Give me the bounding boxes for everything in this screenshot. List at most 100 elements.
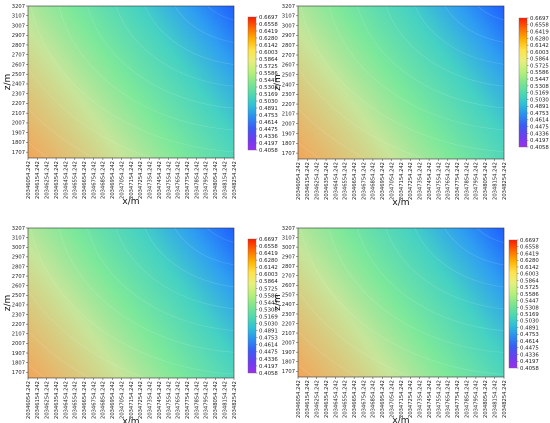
x-tick-label: 20347654.242	[176, 381, 182, 419]
y-tick-label: 3007	[12, 245, 25, 251]
x-tick-label: 20347954.242	[204, 161, 210, 199]
x-tick-label: 20346954.242	[110, 161, 116, 199]
y-tick-label: 2107	[282, 112, 295, 118]
y-tick-label: 1707	[12, 370, 25, 376]
x-tick-label: 20348154.242	[222, 381, 228, 419]
y-tick-label: 3207	[12, 226, 25, 232]
y-tick-label: 2807	[12, 264, 25, 270]
x-axis-label: x/m	[392, 416, 409, 423]
y-tick-label: 3007	[282, 23, 295, 29]
y-tick-label: 2807	[282, 264, 295, 270]
x-tick-label: 20347454.242	[157, 381, 163, 419]
x-axis-label: x/m	[122, 417, 139, 423]
x-tick-label: 20347554.242	[166, 161, 172, 199]
y-tick-label: 1807	[282, 141, 295, 147]
x-tick-label: 20347554.242	[436, 380, 442, 418]
y-tick-label: 3107	[282, 235, 295, 241]
colorbar	[518, 17, 528, 148]
x-tick-label: 20346154.242	[305, 162, 311, 200]
x-tick-label: 20346754.242	[361, 380, 367, 418]
x-tick-label: 20346054.242	[296, 380, 302, 418]
y-tick-label: 1907	[282, 350, 295, 356]
y-tick-label: 2907	[12, 33, 25, 39]
y-tick-label: 3007	[12, 23, 25, 29]
colorbar-tick-label: 0.4058	[520, 366, 539, 372]
colorbar-tick-label: 0.6003	[259, 272, 278, 278]
colorbar-tick-label: 0.5030	[259, 322, 278, 328]
colorbar-tick-label: 0.4058	[530, 145, 549, 151]
colorbar-tick-label: 0.5030	[520, 319, 539, 325]
y-tick-label: 2207	[282, 321, 295, 327]
colorbar-tick-label: 0.5447	[530, 77, 549, 83]
y-tick-label: 1907	[12, 351, 25, 357]
x-tick-label: 20347154.242	[399, 380, 405, 418]
colorbar-tick-label: 0.4475	[520, 346, 539, 352]
x-tick-label: 20347654.242	[446, 380, 452, 418]
x-tick-label: 20346754.242	[91, 381, 97, 419]
colorbar	[247, 16, 257, 151]
colorbar-tick-label: 0.5447	[520, 299, 539, 305]
x-tick-label: 20346854.242	[371, 380, 377, 418]
x-tick-label: 20347554.242	[436, 162, 442, 200]
colorbar-tick-label: 0.4336	[530, 131, 549, 137]
y-tick-label: 3207	[12, 4, 25, 10]
x-tick-label: 20346354.242	[324, 162, 330, 200]
y-tick-label: 2107	[12, 332, 25, 338]
x-tick-label: 20346054.242	[26, 161, 32, 199]
y-tick-label: 2207	[12, 322, 25, 328]
x-tick-label: 20346854.242	[371, 162, 377, 200]
heatmap-panel-1: 1707 1807 1907 2007 2107 2207 2307 2407 2507 2607…	[3, 4, 278, 207]
x-tick-label: 20348054.242	[213, 161, 219, 199]
colorbar-tick-label: 0.5308	[259, 85, 278, 91]
colorbar-tick-label: 0.4336	[259, 357, 278, 363]
colorbar-tick-label: 0.5586	[530, 70, 549, 76]
x-tick-label: 20347054.242	[389, 380, 395, 418]
y-tick-label: 3007	[282, 245, 295, 251]
colorbar-tick-label: 0.4614	[259, 343, 278, 349]
colorbar-tick-label: 0.4753	[259, 336, 278, 342]
x-tick-label: 20348154.242	[222, 161, 228, 199]
x-tick-label: 20346254.242	[45, 381, 51, 419]
x-tick-label: 20347154.242	[129, 381, 135, 419]
y-tick-label: 2607	[282, 63, 295, 69]
colorbar-tick-label: 0.5864	[530, 57, 549, 63]
y-axis-label: z/m	[3, 74, 13, 91]
colorbar-tick-label: 0.6142	[530, 43, 549, 49]
x-tick-label: 20346754.242	[91, 161, 97, 199]
x-tick-label: 20346654.242	[352, 162, 358, 200]
x-tick-label: 20347454.242	[157, 161, 163, 199]
colorbar-tick-label: 0.5030	[259, 99, 278, 105]
x-tick-label: 20347054.242	[389, 162, 395, 200]
colorbar-tick-label: 0.5864	[520, 278, 539, 284]
x-tick-label: 20346454.242	[333, 380, 339, 418]
colorbar-tick-label: 0.6697	[520, 238, 539, 244]
colorbar-tick-label: 0.5308	[259, 307, 278, 313]
colorbar-tick-label: 0.4336	[259, 134, 278, 140]
x-tick-label: 20347854.242	[464, 380, 470, 418]
colorbar-tick-label: 0.4475	[259, 127, 278, 133]
y-tick-label: 2407	[282, 302, 295, 308]
y-tick-label: 2407	[12, 303, 25, 309]
y-tick-label: 2807	[12, 43, 25, 49]
x-tick-label: 20346754.242	[361, 162, 367, 200]
colorbar-tick-label: 0.5864	[259, 279, 278, 285]
x-tick-label: 20347054.242	[119, 381, 125, 419]
colorbar-tick-label: 0.4891	[259, 329, 278, 335]
x-axis-label: x/m	[392, 198, 409, 208]
colorbar-tick-label: 0.6419	[520, 251, 539, 257]
x-tick-label: 20346654.242	[82, 381, 88, 419]
colorbar-tick-label: 0.6558	[530, 23, 549, 29]
x-tick-label: 20347854.242	[194, 161, 200, 199]
x-tick-label: 20347854.242	[464, 162, 470, 200]
colorbar-tick-label: 0.6280	[520, 258, 539, 264]
x-tick-label: 20346354.242	[324, 380, 330, 418]
colorbar-tick-label: 0.6419	[259, 29, 278, 35]
colorbar-tick-label: 0.4753	[520, 332, 539, 338]
y-tick-label: 2407	[282, 82, 295, 88]
colorbar-tick-label: 0.4891	[259, 106, 278, 112]
colorbar-tick-label: 0.5586	[259, 293, 278, 299]
x-tick-label: 20347354.242	[148, 161, 154, 199]
heatmap-field	[298, 228, 504, 377]
y-tick-label: 2807	[282, 43, 295, 49]
